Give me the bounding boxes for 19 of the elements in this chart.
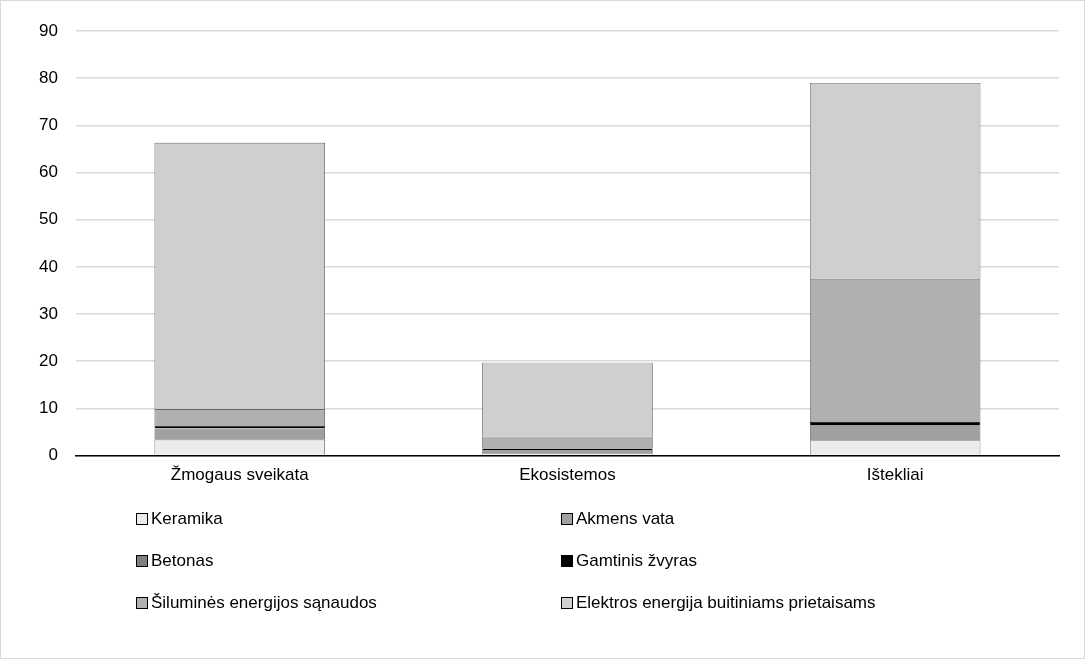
y-tick-label: 10 <box>38 398 58 418</box>
y-tick-label: 40 <box>38 256 58 276</box>
x-tick-label: Žmogaus sveikata <box>170 465 310 485</box>
y-tick-label: 20 <box>38 350 58 370</box>
y-tick-label: 30 <box>38 303 58 323</box>
y-tick-label: 80 <box>38 67 58 87</box>
legend-label: Gamtinis žvyras <box>576 551 697 571</box>
legend-label: Betonas <box>151 551 214 571</box>
legend-label: Akmens vata <box>576 509 675 529</box>
y-tick-label: 50 <box>38 209 58 229</box>
legend-label: Elektros energija buitiniams prietaisams <box>576 593 876 613</box>
legend-label: Šiluminės energijos sąnaudos <box>151 593 377 613</box>
y-tick-label: 70 <box>38 115 58 135</box>
x-tick-label: Ekosistemos <box>519 465 616 485</box>
legend-label: Keramika <box>151 509 223 529</box>
y-tick-label: 0 <box>48 445 58 465</box>
y-tick-label: 90 <box>38 20 58 40</box>
x-tick-label: Ištekliai <box>866 465 924 485</box>
y-tick-label: 60 <box>38 162 58 182</box>
